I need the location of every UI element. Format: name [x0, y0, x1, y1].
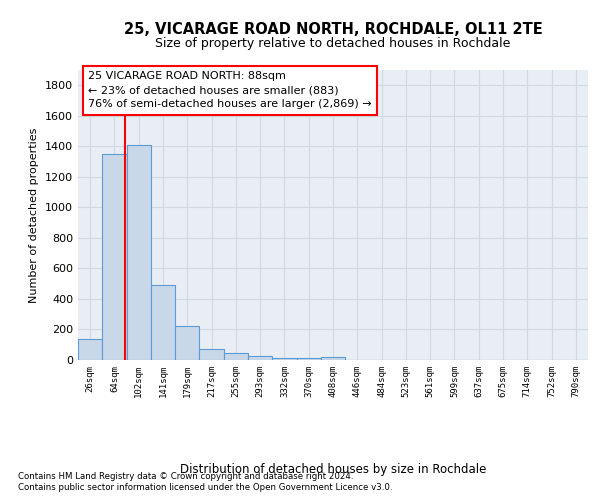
Bar — [199, 348, 224, 360]
Bar — [272, 358, 296, 360]
Text: 25, VICARAGE ROAD NORTH, ROCHDALE, OL11 2TE: 25, VICARAGE ROAD NORTH, ROCHDALE, OL11 … — [124, 22, 542, 38]
Text: Contains public sector information licensed under the Open Government Licence v3: Contains public sector information licen… — [18, 484, 392, 492]
Y-axis label: Number of detached properties: Number of detached properties — [29, 128, 40, 302]
Text: 25 VICARAGE ROAD NORTH: 88sqm
← 23% of detached houses are smaller (883)
76% of : 25 VICARAGE ROAD NORTH: 88sqm ← 23% of d… — [88, 72, 372, 110]
Text: Distribution of detached houses by size in Rochdale: Distribution of detached houses by size … — [180, 462, 486, 475]
Text: Size of property relative to detached houses in Rochdale: Size of property relative to detached ho… — [155, 36, 511, 50]
Bar — [321, 357, 345, 360]
Text: Contains HM Land Registry data © Crown copyright and database right 2024.: Contains HM Land Registry data © Crown c… — [18, 472, 353, 481]
Bar — [102, 154, 127, 360]
Bar — [175, 326, 199, 360]
Bar — [296, 358, 321, 360]
Bar — [78, 340, 102, 360]
Bar — [248, 356, 272, 360]
Bar — [224, 353, 248, 360]
Bar — [127, 145, 151, 360]
Bar — [151, 285, 175, 360]
